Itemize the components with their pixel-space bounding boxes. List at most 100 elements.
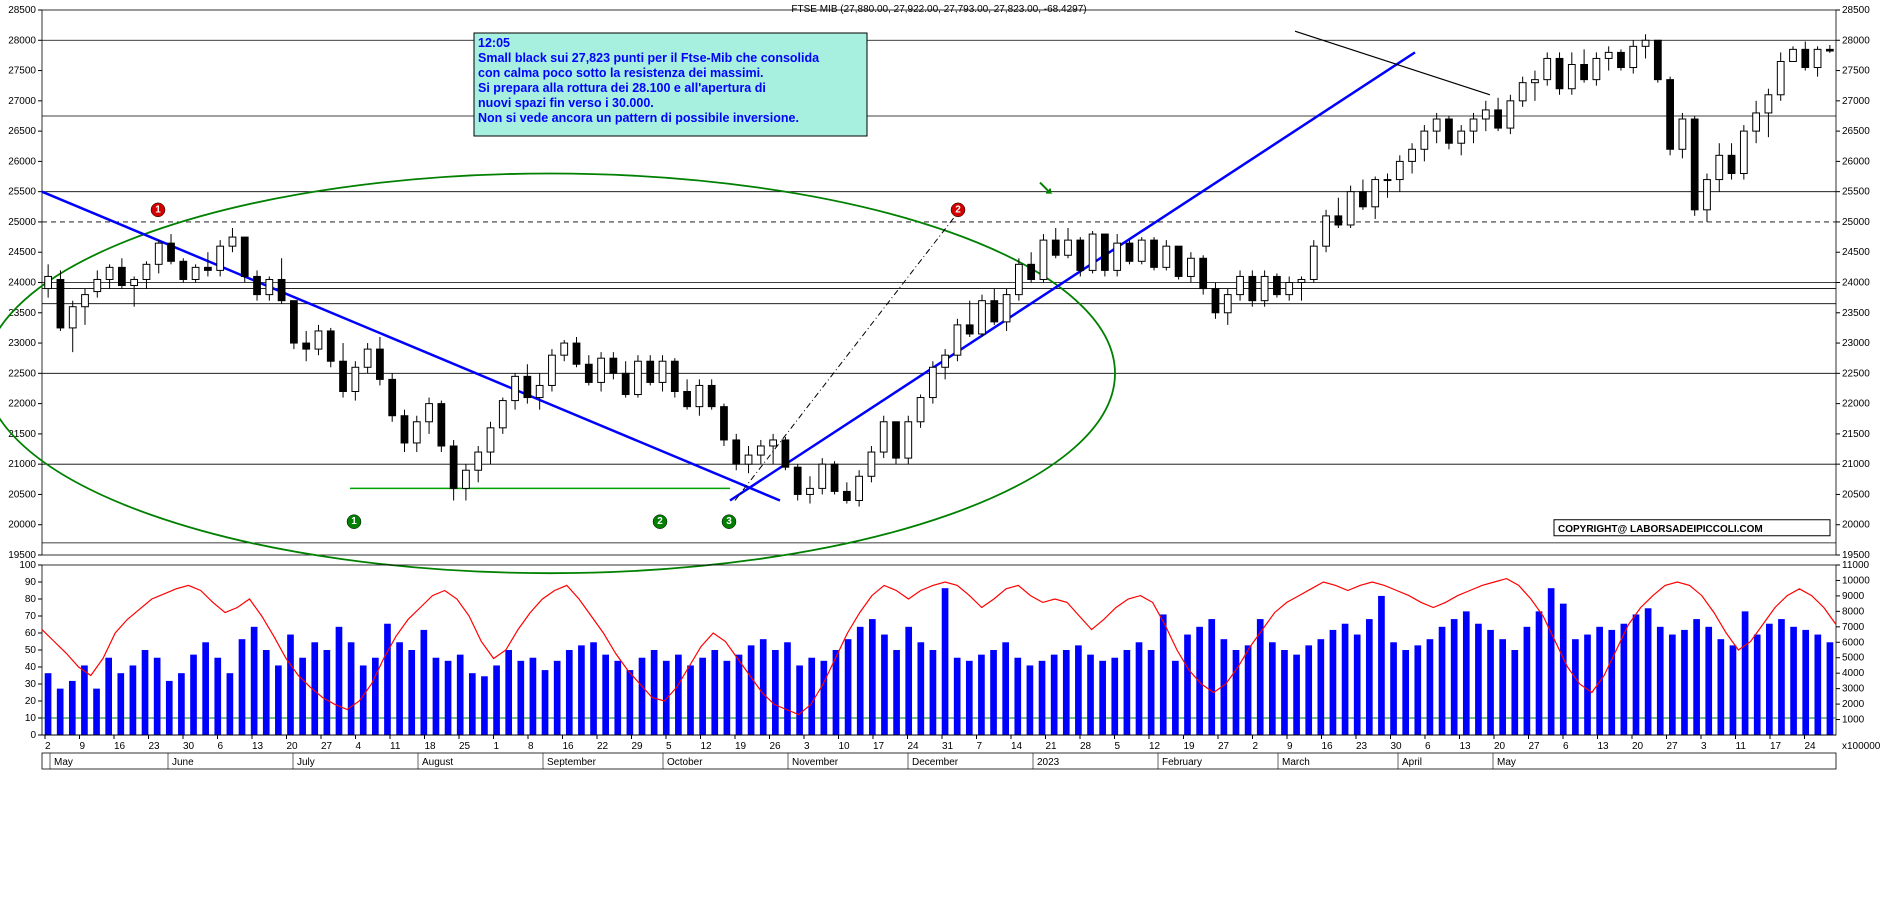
candle (929, 367, 936, 397)
candle (1310, 246, 1317, 279)
x-day-label: 20 (1494, 741, 1506, 752)
candle (131, 279, 138, 285)
candle (217, 246, 224, 270)
candle (1040, 240, 1047, 279)
candle (598, 358, 605, 382)
indicator-bar (1269, 642, 1276, 735)
candle (266, 279, 273, 294)
x-day-label: 12 (1149, 741, 1161, 752)
indicator-bar (1645, 608, 1652, 735)
x-day-label: 17 (873, 741, 885, 752)
x-day-label: 27 (321, 741, 333, 752)
indicator-bar (384, 624, 391, 735)
candle (377, 349, 384, 379)
y-tick-label: 20500 (8, 489, 36, 500)
indicator-bar (978, 655, 985, 735)
x-day-label: 3 (804, 741, 810, 752)
candle (1433, 119, 1440, 131)
indicator-bar (566, 650, 573, 735)
ind-right-tick: 8000 (1842, 606, 1865, 617)
y-tick-label: 27500 (1842, 66, 1870, 77)
indicator-bar (372, 658, 379, 735)
candle (659, 361, 666, 382)
candle (1593, 58, 1600, 79)
candle (831, 464, 838, 491)
indicator-bar (845, 639, 852, 735)
indicator-bar (1172, 661, 1179, 735)
y-tick-label: 20000 (1842, 520, 1870, 531)
indicator-bar (336, 627, 343, 735)
indicator-bar (493, 665, 500, 735)
x-day-label: 4 (356, 741, 362, 752)
indicator-bar (1572, 639, 1579, 735)
x-day-label: 16 (563, 741, 575, 752)
candle (205, 267, 212, 270)
candle (168, 243, 175, 261)
candle (1188, 258, 1195, 276)
indicator-bar (1184, 635, 1191, 735)
candle (1679, 119, 1686, 149)
indicator-bar (627, 670, 634, 735)
indicator-bar (784, 642, 791, 735)
x-day-label: 2 (45, 741, 51, 752)
candle (622, 373, 629, 394)
indicator-bar (1075, 645, 1082, 735)
candle (1482, 110, 1489, 119)
ind-right-tick: 3000 (1842, 684, 1865, 695)
candle (721, 407, 728, 440)
x-day-label: 20 (1632, 741, 1644, 752)
indicator-bar (942, 588, 949, 735)
indicator-bar (324, 650, 331, 735)
candle (573, 343, 580, 364)
ind-right-tick: 9000 (1842, 591, 1865, 602)
candle (94, 279, 101, 291)
y-tick-label: 25000 (8, 217, 36, 228)
svg-text:1: 1 (155, 204, 161, 215)
candle (708, 385, 715, 406)
indicator-bar (1511, 650, 1518, 735)
indicator-bar (457, 655, 464, 735)
indicator-bar (142, 650, 149, 735)
indicator-bar (105, 658, 112, 735)
ind-right-tick: 11000 (1842, 560, 1870, 571)
indicator-bar (1608, 630, 1615, 735)
indicator-bar (1536, 611, 1543, 735)
indicator-bar (117, 673, 124, 735)
indicator-bar (1499, 639, 1506, 735)
chart-title: FTSE MIB (27,880.00, 27,922.00, 27,793.0… (791, 4, 1086, 15)
candle (291, 301, 298, 343)
indicator-bar (1487, 630, 1494, 735)
indicator-bar (821, 661, 828, 735)
candle (536, 385, 543, 397)
candle (966, 325, 973, 334)
indicator-bar (724, 661, 731, 735)
indicator-bar (1233, 650, 1240, 735)
y-tick-label: 22000 (8, 399, 36, 410)
x-day-label: 24 (908, 741, 920, 752)
y-tick-label: 24000 (1842, 278, 1870, 289)
indicator-bar (1742, 611, 1749, 735)
indicator-bar (1245, 645, 1252, 735)
indicator-bar (930, 650, 937, 735)
ind-left-tick: 10 (25, 713, 37, 724)
candle (487, 428, 494, 452)
candle (954, 325, 961, 355)
indicator-bar (554, 661, 561, 735)
candle (241, 237, 248, 276)
candle (942, 355, 949, 367)
ind-left-tick: 20 (25, 696, 37, 707)
y-tick-label: 22000 (1842, 399, 1870, 410)
candle (1630, 46, 1637, 67)
candle (696, 385, 703, 406)
indicator-bar (275, 665, 282, 735)
indicator-bar (45, 673, 52, 735)
indicator-bar (1402, 650, 1409, 735)
indicator-bar (1293, 655, 1300, 735)
candle (880, 422, 887, 452)
candle (1126, 243, 1133, 261)
x-month-label: April (1402, 757, 1422, 768)
candle (794, 467, 801, 494)
x-day-label: 30 (183, 741, 195, 752)
candle (610, 358, 617, 373)
ind-left-tick: 90 (25, 577, 37, 588)
